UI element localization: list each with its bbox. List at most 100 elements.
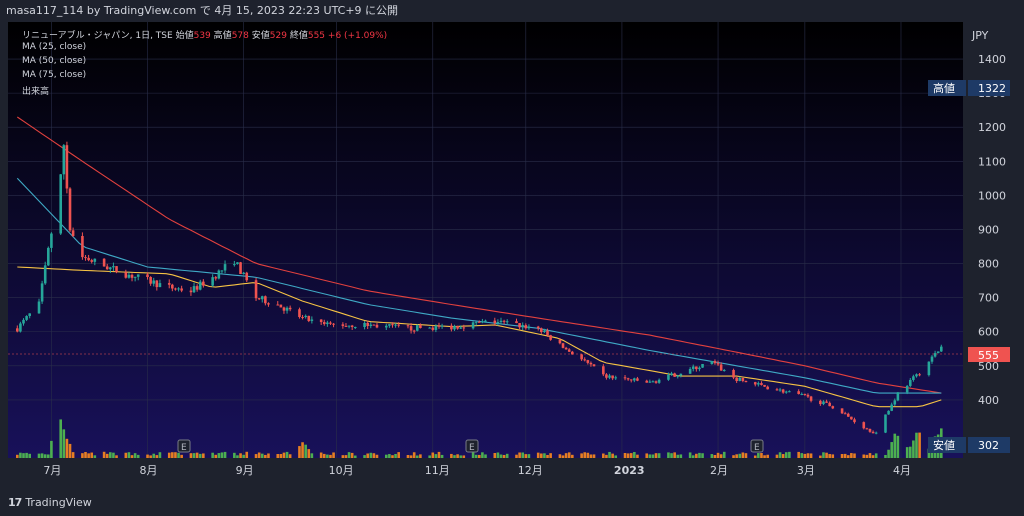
candle-body: [679, 373, 683, 376]
volume-bar: [831, 454, 835, 458]
volume-bar: [189, 453, 193, 458]
candle-body: [310, 319, 314, 321]
volume-bar: [192, 453, 196, 458]
time-tick-label: 9月: [236, 464, 254, 477]
price-tick-label: 1400: [978, 53, 1006, 66]
candle-body: [47, 247, 50, 266]
chart-area[interactable]: 14001300120011001000900800700600500400 7…: [8, 22, 1016, 488]
candle-body: [605, 374, 608, 378]
candle-body: [654, 381, 658, 383]
candle-body: [372, 324, 376, 326]
volume-bar: [589, 454, 593, 458]
volume-bar: [527, 454, 531, 458]
earnings-markers[interactable]: E E E: [177, 439, 764, 453]
candle-body: [304, 315, 307, 318]
volume-bar: [695, 453, 698, 458]
candle-body: [136, 274, 140, 277]
volume-bar: [130, 455, 134, 458]
candle-body: [781, 389, 785, 393]
volume-bar: [502, 454, 506, 458]
volume-bar: [515, 454, 518, 458]
volume-bar: [701, 453, 704, 458]
volume-bar: [22, 453, 25, 458]
volume-bar: [499, 454, 503, 458]
candle-body: [112, 266, 115, 268]
volume-bar: [84, 451, 87, 458]
volume-bar: [753, 455, 757, 458]
candle-body: [884, 414, 887, 433]
candle-body: [760, 383, 763, 385]
candle-body: [239, 262, 242, 274]
volume-bar: [242, 454, 245, 458]
candle-body: [105, 266, 109, 270]
high-label: 高値: [213, 31, 232, 41]
volume-bar: [341, 455, 345, 458]
volume-bar: [800, 453, 804, 458]
volume-bar: [81, 453, 84, 458]
candle-body: [350, 325, 354, 327]
ma50-legend[interactable]: MA (50, close): [22, 56, 87, 66]
volume-bar: [267, 453, 270, 458]
candle-body: [440, 325, 444, 327]
volume-bar: [344, 455, 348, 458]
candle-body: [608, 375, 611, 378]
ma25-line: [17, 266, 942, 408]
candle-body: [353, 326, 357, 328]
volume-bar: [688, 452, 692, 458]
tradingview-logo[interactable]: 17 TradingView: [8, 496, 92, 509]
ma75-legend[interactable]: MA (75, close): [22, 70, 87, 80]
volume-bar: [484, 454, 487, 458]
volume-bar: [797, 451, 800, 458]
candle-body: [645, 380, 649, 383]
volume-bar: [546, 454, 549, 458]
candle-body: [623, 377, 627, 379]
volume-bar: [310, 453, 314, 458]
candle-body: [298, 309, 301, 318]
candle-body: [809, 396, 813, 401]
price-chart[interactable]: 14001300120011001000900800700600500400 7…: [8, 22, 1016, 488]
candle-body: [719, 364, 723, 371]
candle-body: [775, 389, 779, 391]
high-price-tag: 高値 1322: [928, 80, 1010, 96]
candle-body: [155, 280, 159, 288]
volume-bar: [415, 455, 419, 458]
candle-body: [558, 339, 562, 344]
volume-bar: [434, 454, 438, 458]
volume-bar: [784, 452, 788, 458]
time-axis-panel: [8, 458, 963, 488]
volume-bar: [803, 453, 807, 458]
candle-body: [670, 373, 673, 375]
candle-body: [493, 320, 497, 324]
candle-body: [245, 272, 249, 281]
volume-legend[interactable]: 出来高: [22, 87, 50, 97]
volume-bar: [710, 454, 714, 458]
volume-bar: [59, 419, 63, 458]
candle-body: [62, 145, 66, 175]
candle-body: [409, 326, 413, 331]
ma25-legend[interactable]: MA (25, close): [22, 42, 87, 52]
volume-bar: [43, 454, 47, 458]
candle-body: [257, 298, 261, 300]
candle-body: [871, 431, 875, 434]
volume-bar: [16, 454, 19, 458]
volume-bar: [62, 429, 66, 458]
candle-body: [130, 274, 134, 278]
svg-text:E: E: [181, 443, 187, 453]
volume-bar: [884, 454, 887, 458]
volume-bar: [319, 452, 323, 458]
volume-bar: [679, 454, 683, 458]
candle-body: [806, 394, 810, 397]
candle-body: [260, 296, 264, 300]
candle-body: [456, 325, 459, 329]
volume-bar: [524, 454, 528, 458]
candle-body: [127, 274, 131, 278]
volume-bar: [567, 452, 571, 458]
candle-body: [797, 391, 800, 394]
volume-bar: [68, 443, 72, 458]
candle-body: [741, 377, 745, 381]
volume-bar: [676, 454, 680, 458]
candle-body: [757, 383, 760, 385]
volume-bar: [713, 454, 717, 458]
candle-body: [133, 276, 137, 278]
candle-body: [518, 323, 521, 328]
